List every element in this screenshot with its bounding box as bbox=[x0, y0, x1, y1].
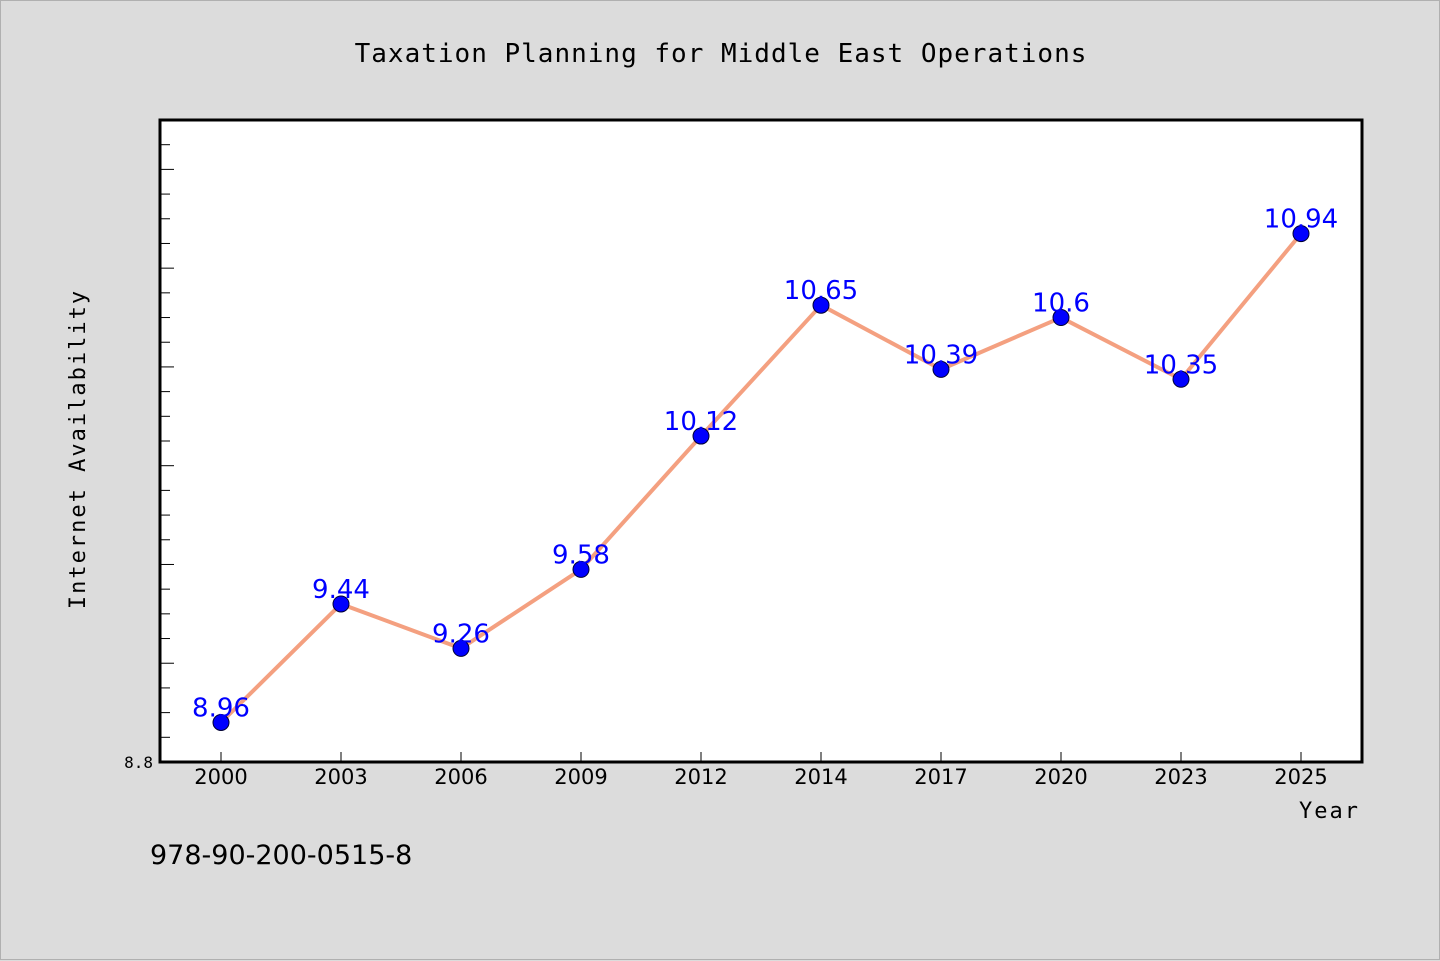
x-tick-label: 2009 bbox=[554, 765, 607, 789]
data-labels: 8.96 9.44 9.26 9.58 10.12 10.65 10.39 10.6 10.35… bbox=[192, 205, 1338, 724]
x-tick-label: 2023 bbox=[1154, 765, 1207, 789]
x-tick-label: 2014 bbox=[794, 765, 847, 789]
data-point bbox=[452, 639, 470, 657]
footer-code: 978-90-200-0515-8 bbox=[150, 840, 412, 871]
data-label: 10.12 bbox=[664, 407, 738, 437]
data-point bbox=[572, 560, 590, 578]
x-tick-label: 2006 bbox=[434, 765, 487, 789]
data-label: 10.6 bbox=[1032, 289, 1090, 319]
data-point bbox=[932, 360, 950, 378]
data-point bbox=[812, 296, 830, 314]
y-axis-tick-labels: 8.8 bbox=[124, 753, 153, 772]
x-tick-label: 2000 bbox=[194, 765, 247, 789]
data-point bbox=[692, 427, 710, 445]
data-label: 10.94 bbox=[1264, 205, 1338, 235]
x-axis-label: Year bbox=[1299, 799, 1360, 824]
series-markers bbox=[212, 225, 1310, 731]
data-point bbox=[1292, 225, 1310, 243]
x-tick-label: 2025 bbox=[1274, 765, 1327, 789]
chart-title: Taxation Planning for Middle East Operat… bbox=[355, 39, 1088, 69]
data-label: 8.96 bbox=[192, 693, 250, 723]
data-label: 9.26 bbox=[432, 619, 490, 649]
x-axis-tick-labels: 2000 2003 2006 2009 2012 2014 2017 2020 2023 2025 bbox=[194, 765, 1327, 789]
data-label: 10.35 bbox=[1144, 350, 1218, 380]
series-lines bbox=[219, 231, 1303, 725]
x-axis-ticks bbox=[220, 752, 1302, 762]
data-label: 10.65 bbox=[784, 276, 858, 306]
y-axis-label: Internet Availability bbox=[66, 289, 91, 609]
data-point bbox=[332, 595, 350, 613]
series-line bbox=[219, 231, 1303, 725]
plot-area bbox=[158, 118, 1364, 764]
x-tick-label: 2003 bbox=[314, 765, 367, 789]
y-axis-ticks bbox=[160, 144, 174, 738]
data-point bbox=[1052, 309, 1070, 327]
y-tick-label: 8.8 bbox=[124, 753, 153, 772]
x-tick-label: 2012 bbox=[674, 765, 727, 789]
data-label: 9.44 bbox=[312, 575, 370, 605]
data-label: 9.58 bbox=[552, 540, 610, 570]
data-label: 10.39 bbox=[904, 340, 978, 370]
data-point bbox=[1172, 370, 1190, 388]
x-tick-label: 2020 bbox=[1034, 765, 1087, 789]
data-point bbox=[212, 713, 230, 731]
x-tick-label: 2017 bbox=[914, 765, 967, 789]
